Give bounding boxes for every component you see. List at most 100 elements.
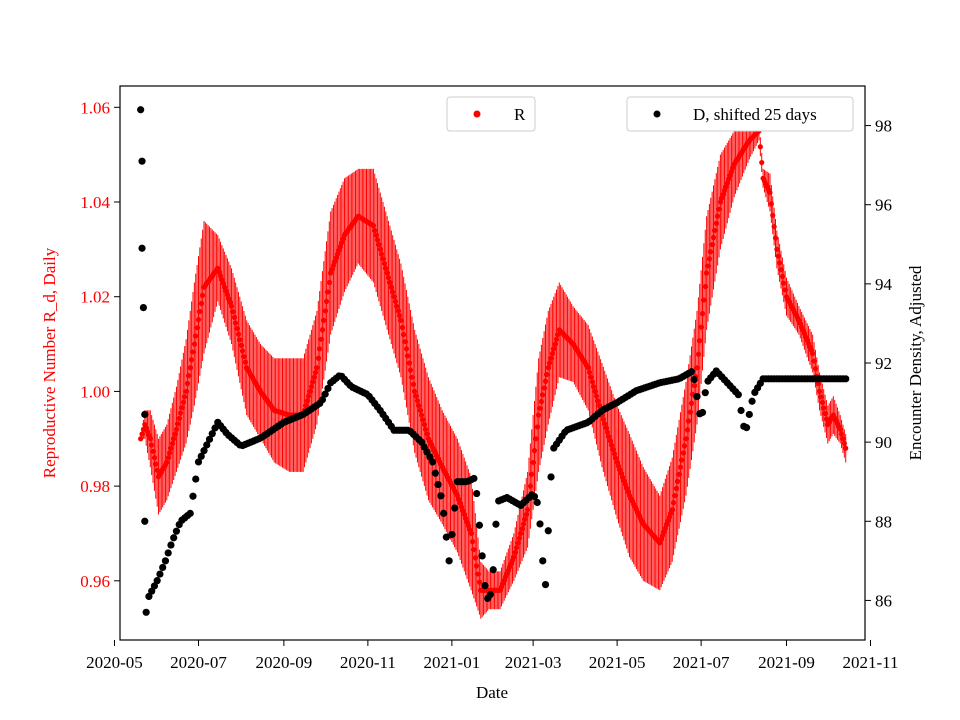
legend-r-box [446, 96, 536, 132]
d-point [194, 458, 203, 466]
x-tick-label: 2021-03 [505, 653, 562, 672]
y-right-tick-label: 90 [875, 433, 892, 452]
d-point [431, 469, 439, 477]
y-right-tick-label: 88 [875, 512, 892, 531]
x-tick-label: 2021-07 [673, 653, 730, 672]
d-point [197, 452, 205, 460]
d-point [541, 581, 550, 589]
y-left-tick-label: 1.06 [80, 98, 110, 117]
d-point [167, 541, 175, 549]
d-point [138, 244, 146, 252]
d-point [547, 473, 555, 481]
x-tick-label: 2021-05 [589, 653, 646, 672]
x-tick-label: 2020-05 [86, 653, 143, 672]
d-point [698, 408, 707, 417]
d-point [208, 430, 216, 438]
y-left-tick-label: 0.96 [80, 572, 110, 591]
d-point [138, 157, 146, 165]
d-point [172, 527, 181, 535]
d-point [687, 368, 696, 376]
x-tick-label: 2020-09 [256, 653, 313, 672]
d-point [205, 435, 214, 443]
d-point [448, 530, 456, 539]
r-point [757, 144, 763, 150]
d-point [139, 304, 148, 312]
d-point [470, 474, 478, 483]
d-point [161, 557, 170, 565]
y-left-tick-label: 1.02 [80, 288, 110, 307]
x-axis-label: Date [476, 683, 508, 702]
d-point [445, 557, 453, 565]
series-r [138, 121, 849, 619]
legend-d: D, shifted 25 days [626, 96, 854, 132]
d-point [539, 557, 547, 565]
d-point [137, 106, 145, 114]
y-right-tick-label: 94 [875, 275, 893, 294]
d-point [324, 384, 332, 393]
d-point [690, 375, 698, 384]
y-left-tick-label: 0.98 [80, 477, 110, 496]
d-point [170, 534, 178, 542]
d-point [428, 458, 437, 466]
x-tick-label: 2021-09 [758, 653, 815, 672]
d-point [748, 397, 756, 405]
d-point [742, 424, 751, 432]
legend-r: R [446, 96, 536, 132]
legend-d-box [626, 96, 854, 132]
legend-r-marker [473, 110, 481, 118]
r-point [759, 159, 765, 166]
y-right-tick-label: 92 [875, 354, 892, 373]
d-point [156, 570, 164, 578]
x-tick-label: 2021-11 [842, 653, 898, 672]
d-point [321, 390, 329, 398]
d-point [442, 533, 450, 541]
y-right-tick-label: 96 [875, 196, 892, 215]
d-point [186, 509, 194, 517]
d-point [203, 441, 211, 449]
x-tick-label: 2020-07 [170, 653, 227, 672]
x-axis: 2020-05 2020-07 2020-09 2020-11 2021-01 2021-… [86, 640, 899, 672]
d-point [544, 527, 552, 535]
d-point [734, 391, 742, 399]
d-point [530, 492, 539, 501]
d-point [192, 475, 200, 483]
d-point [473, 489, 481, 498]
d-point [200, 447, 208, 455]
y-left-tick-label: 1.00 [80, 382, 110, 401]
d-point [145, 592, 153, 601]
d-point [745, 410, 753, 419]
d-point [842, 375, 850, 383]
d-point [486, 590, 495, 599]
d-point [481, 581, 489, 590]
d-point [141, 517, 149, 525]
d-point [164, 549, 172, 557]
d-point [533, 498, 541, 507]
d-point [318, 396, 327, 404]
series-d [137, 106, 850, 616]
x-tick-label: 2020-11 [340, 653, 396, 672]
d-point [475, 521, 484, 529]
d-point [536, 520, 544, 528]
d-point [141, 410, 149, 419]
x-tick-label: 2021-01 [424, 653, 481, 672]
d-point [440, 509, 448, 517]
d-point [701, 389, 709, 397]
d-point [492, 520, 500, 528]
d-point [693, 393, 701, 401]
d-point [142, 608, 150, 616]
y-axis-left-label: Reproductive Number R_d, Daily [40, 247, 59, 478]
d-point [150, 582, 159, 590]
y-axis-right: 86 88 90 92 94 96 98 [865, 117, 893, 610]
y-right-tick-label: 86 [875, 591, 892, 610]
d-point [437, 492, 445, 500]
y-axis-left: 0.96 0.98 1.00 1.02 1.04 1.06 [80, 98, 120, 591]
d-point [159, 563, 167, 572]
y-right-tick-label: 98 [875, 117, 892, 136]
d-point [737, 406, 745, 415]
d-point [148, 587, 156, 595]
legend-d-label: D, shifted 25 days [693, 105, 817, 124]
d-point [211, 424, 219, 432]
d-point [489, 566, 497, 574]
legend-r-label: R [514, 105, 526, 124]
